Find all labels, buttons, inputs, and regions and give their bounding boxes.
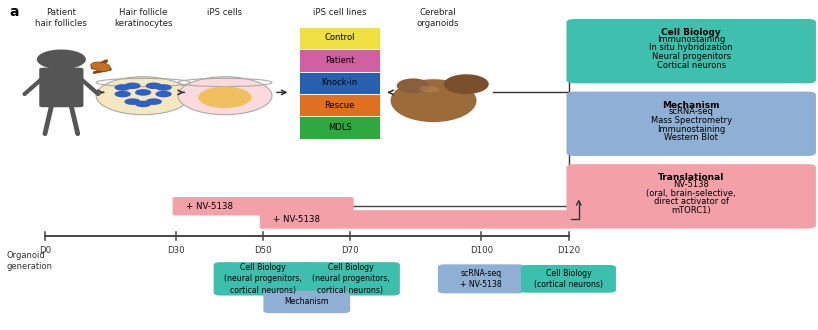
Circle shape: [37, 50, 86, 69]
Text: D30: D30: [167, 246, 185, 255]
Text: Immunostaining: Immunostaining: [657, 125, 726, 134]
Circle shape: [124, 98, 141, 105]
Circle shape: [155, 91, 172, 97]
Circle shape: [135, 101, 151, 107]
Circle shape: [146, 98, 162, 105]
FancyBboxPatch shape: [39, 68, 83, 107]
Text: Translational: Translational: [658, 174, 725, 182]
Text: Mechanism: Mechanism: [285, 297, 329, 307]
Text: Cortical neurons: Cortical neurons: [657, 61, 726, 70]
Text: Cell Biology
(neural progenitors,
cortical neurons): Cell Biology (neural progenitors, cortic…: [224, 263, 302, 295]
Ellipse shape: [178, 77, 272, 115]
Ellipse shape: [420, 86, 439, 92]
Ellipse shape: [397, 79, 429, 93]
Text: Cell Biology: Cell Biology: [661, 28, 721, 37]
Text: D100: D100: [470, 246, 492, 255]
Text: Cell Biology
(neural progenitors,
cortical neurons): Cell Biology (neural progenitors, cortic…: [312, 263, 389, 295]
Text: direct activator of: direct activator of: [654, 197, 729, 206]
Text: NV-5138: NV-5138: [673, 180, 709, 189]
Text: MDLS: MDLS: [328, 123, 351, 132]
Text: mTORC1): mTORC1): [672, 206, 711, 215]
FancyBboxPatch shape: [438, 264, 524, 293]
FancyBboxPatch shape: [299, 27, 380, 49]
Text: Rescue: Rescue: [324, 101, 355, 110]
FancyBboxPatch shape: [566, 92, 816, 156]
Text: iPS cells: iPS cells: [208, 8, 242, 17]
FancyBboxPatch shape: [263, 291, 350, 313]
Text: scRNA-seq
+ NV-5138: scRNA-seq + NV-5138: [461, 269, 502, 289]
Text: iPS cell lines: iPS cell lines: [312, 8, 366, 17]
Text: Mass Spectrometry: Mass Spectrometry: [650, 116, 732, 125]
Text: Knock-in: Knock-in: [321, 78, 357, 87]
Text: D0: D0: [39, 246, 51, 255]
FancyBboxPatch shape: [173, 197, 353, 215]
Circle shape: [115, 84, 131, 91]
FancyBboxPatch shape: [299, 94, 380, 116]
Text: Immunostaining: Immunostaining: [657, 35, 726, 44]
FancyBboxPatch shape: [566, 164, 816, 228]
FancyBboxPatch shape: [260, 210, 572, 229]
FancyBboxPatch shape: [566, 19, 816, 83]
FancyBboxPatch shape: [299, 116, 380, 139]
Text: D120: D120: [557, 246, 580, 255]
Text: Western Blot: Western Blot: [664, 133, 718, 142]
Text: + NV-5138: + NV-5138: [186, 202, 232, 211]
Text: D50: D50: [254, 246, 272, 255]
FancyBboxPatch shape: [213, 262, 312, 296]
FancyBboxPatch shape: [521, 265, 616, 293]
Ellipse shape: [96, 77, 190, 115]
Ellipse shape: [199, 87, 252, 108]
Text: a: a: [10, 5, 20, 19]
Circle shape: [124, 82, 141, 89]
Text: Cerebral
organoids: Cerebral organoids: [416, 8, 459, 28]
Circle shape: [115, 91, 131, 97]
Ellipse shape: [91, 62, 110, 71]
Text: Cell Biology
(cortical neurons): Cell Biology (cortical neurons): [534, 269, 603, 289]
Text: Hair follicle
keratinocytes: Hair follicle keratinocytes: [114, 8, 173, 28]
FancyBboxPatch shape: [299, 49, 380, 72]
Text: + NV-5138: + NV-5138: [273, 215, 320, 224]
FancyBboxPatch shape: [301, 262, 400, 296]
Text: Patient: Patient: [325, 56, 354, 65]
Text: Patient
hair follicles: Patient hair follicles: [35, 8, 88, 28]
Circle shape: [155, 84, 172, 91]
Text: (oral, brain-selective,: (oral, brain-selective,: [646, 188, 736, 198]
Text: Mechanism: Mechanism: [663, 101, 720, 110]
Ellipse shape: [444, 74, 489, 94]
Text: Organoid
generation: Organoid generation: [7, 251, 52, 271]
Text: In situ hybridization: In situ hybridization: [649, 44, 733, 52]
Text: D70: D70: [342, 246, 359, 255]
Text: scRNA-seq: scRNA-seq: [669, 108, 713, 116]
Circle shape: [146, 82, 162, 89]
Text: Neural progenitors: Neural progenitors: [652, 52, 730, 61]
Ellipse shape: [391, 79, 476, 122]
Circle shape: [135, 89, 151, 96]
Text: Control: Control: [324, 33, 355, 43]
FancyBboxPatch shape: [299, 72, 380, 94]
